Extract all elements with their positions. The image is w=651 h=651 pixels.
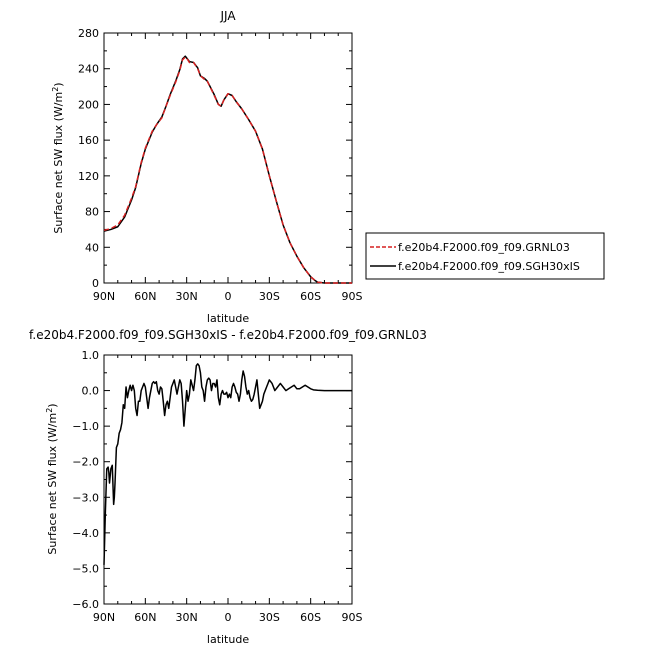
top-x-axis-label: latitude — [207, 312, 249, 325]
panel-difference: f.e20b4.F2000.f09_f09.SGH30xIS - f.e20b4… — [29, 328, 427, 646]
top-series-line-0 — [103, 56, 352, 284]
top-y-label-text: Surface net SW flux (W/m — [52, 92, 65, 234]
top-x-tick-label: 90N — [93, 290, 115, 303]
legend-label-sgh30xis: f.e20b4.F2000.f09_f09.SGH30xIS — [398, 260, 580, 273]
top-y-tick-label: 280 — [78, 27, 99, 40]
top-y-tick-label: 120 — [78, 170, 99, 183]
top-y-tick-label: 80 — [85, 206, 99, 219]
top-plot-frame — [103, 32, 353, 284]
top-y-tick-label: 0 — [92, 277, 99, 290]
bottom-y-tick-label: −3.0 — [72, 491, 99, 504]
bottom-series-line-0 — [103, 363, 352, 565]
top-x-tick-label: 60S — [300, 290, 321, 303]
bottom-y-label-text: Surface net SW flux (W/m — [46, 413, 59, 555]
top-y-tick-label: 40 — [85, 241, 99, 254]
bottom-series-group — [103, 363, 352, 565]
top-x-tick-label: 30N — [176, 290, 198, 303]
bottom-y-label-superscript: 2 — [45, 408, 54, 413]
bottom-y-label-tail: ) — [46, 403, 59, 407]
bottom-x-tick-label: 90S — [342, 611, 363, 624]
top-x-tick-label: 0 — [225, 290, 232, 303]
bottom-x-axis-label: latitude — [207, 633, 249, 646]
bottom-x-tick-label: 90N — [93, 611, 115, 624]
top-x-tick-label: 60N — [134, 290, 156, 303]
top-y-label-superscript: 2 — [51, 87, 60, 92]
bottom-y-tick-label: −6.0 — [72, 598, 99, 611]
bottom-chart-title: f.e20b4.F2000.f09_f09.SGH30xIS - f.e20b4… — [29, 328, 427, 342]
top-y-axis-label: Surface net SW flux (W/m2) — [51, 82, 65, 233]
legend-frame — [365, 232, 605, 280]
legend-label-grnl03: f.e20b4.F2000.f09_f09.GRNL03 — [398, 241, 570, 254]
bottom-x-tick-label: 30S — [259, 611, 280, 624]
bottom-x-tick-label: 60N — [134, 611, 156, 624]
panel-jja-flux: JJA 90N 60N 30N 0 30S 60S 90S 0 40 80 120 160 200 240… — [51, 9, 363, 325]
top-axis-ticks: 90N 60N 30N 0 30S 60S 90S 0 40 80 120 160 200 240 280 — [78, 27, 363, 303]
bottom-y-tick-label: 0.0 — [82, 385, 100, 398]
bottom-axis-ticks: 90N 60N 30N 0 30S 60S 90S 1.0 0.0 −1.0 −2.0 −3.0 −4.… — [72, 349, 362, 624]
legend: f.e20b4.F2000.f09_f09.GRNL03 f.e20b4.F20… — [365, 232, 605, 280]
top-series-group — [103, 55, 352, 284]
top-series-line-1 — [103, 55, 352, 284]
top-chart-title: JJA — [219, 9, 236, 23]
top-y-label-tail: ) — [52, 82, 65, 86]
bottom-y-tick-label: 1.0 — [82, 349, 100, 362]
top-x-tick-label: 30S — [259, 290, 280, 303]
top-y-tick-label: 240 — [78, 63, 99, 76]
bottom-y-tick-label: −2.0 — [72, 456, 99, 469]
top-y-tick-label: 160 — [78, 134, 99, 147]
bottom-x-tick-label: 30N — [176, 611, 198, 624]
bottom-x-tick-label: 60S — [300, 611, 321, 624]
top-x-tick-label: 90S — [342, 290, 363, 303]
top-y-tick-label: 200 — [78, 98, 99, 111]
bottom-y-axis-label: Surface net SW flux (W/m2) — [45, 403, 59, 554]
bottom-y-tick-label: −1.0 — [72, 420, 99, 433]
bottom-y-tick-label: −4.0 — [72, 527, 99, 540]
bottom-x-tick-label: 0 — [225, 611, 232, 624]
bottom-y-tick-label: −5.0 — [72, 562, 99, 575]
